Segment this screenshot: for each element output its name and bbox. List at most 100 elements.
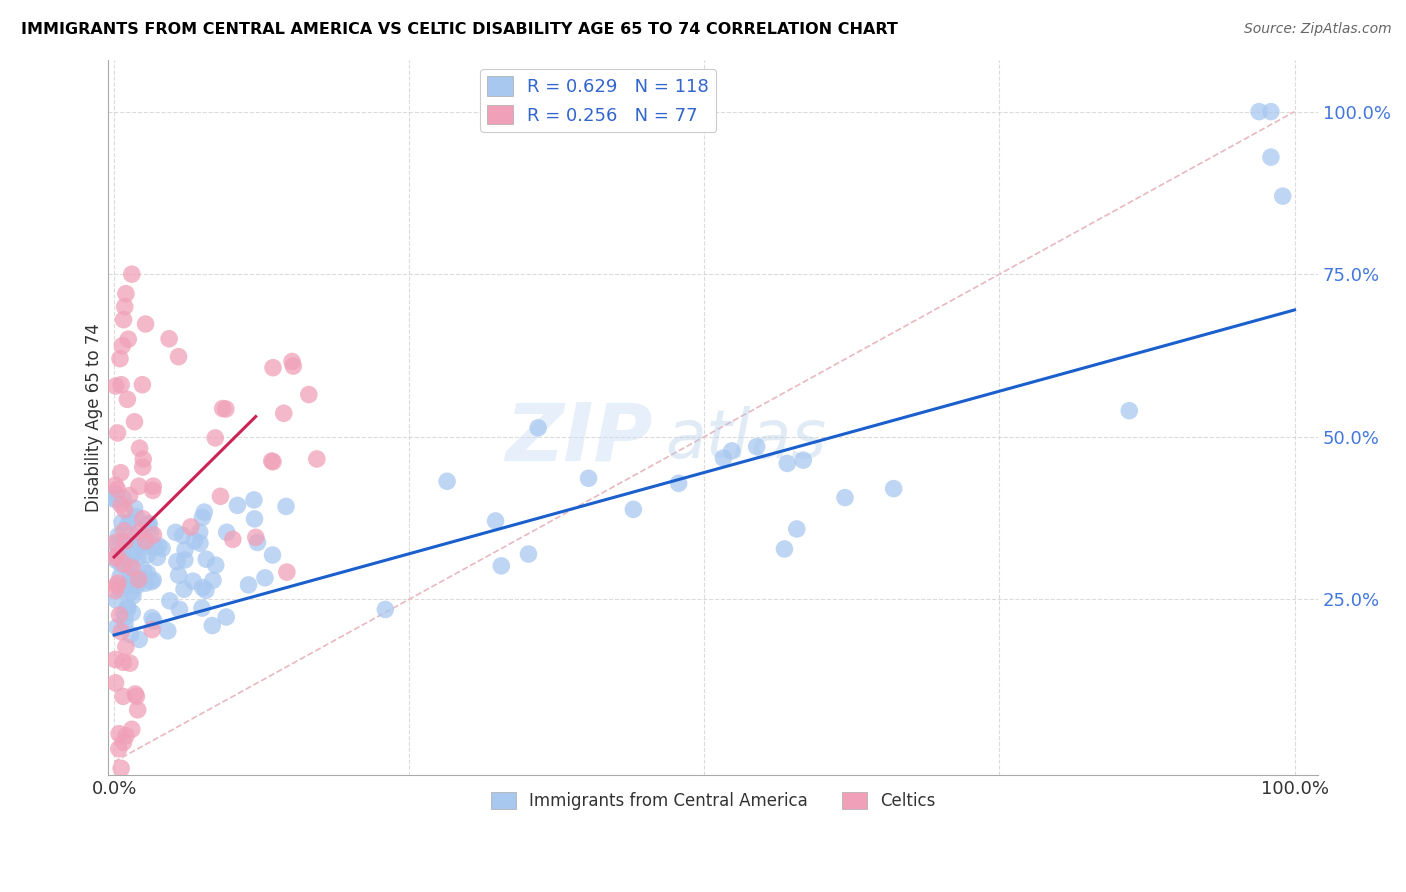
Point bbox=[129, 571, 152, 585]
Point bbox=[141, 574, 163, 589]
Point bbox=[110, 582, 132, 597]
Point bbox=[436, 475, 458, 489]
Point bbox=[128, 573, 150, 587]
Point bbox=[127, 703, 149, 717]
Point bbox=[201, 618, 224, 632]
Point bbox=[173, 553, 195, 567]
Point bbox=[298, 387, 321, 401]
Point bbox=[128, 479, 150, 493]
Point bbox=[129, 537, 152, 551]
Point bbox=[157, 332, 180, 346]
Point bbox=[621, 502, 644, 516]
Point bbox=[114, 300, 136, 314]
Point bbox=[135, 517, 157, 532]
Point bbox=[131, 460, 153, 475]
Point bbox=[211, 401, 233, 416]
Point bbox=[1260, 150, 1282, 164]
Point bbox=[121, 546, 143, 560]
Point bbox=[118, 656, 141, 670]
Point bbox=[105, 578, 128, 592]
Point bbox=[132, 512, 155, 526]
Point bbox=[120, 627, 142, 641]
Point bbox=[118, 568, 141, 582]
Point bbox=[243, 492, 266, 507]
Point bbox=[262, 360, 284, 375]
Point bbox=[114, 610, 136, 624]
Point bbox=[172, 528, 194, 542]
Point bbox=[121, 606, 143, 620]
Point bbox=[142, 573, 165, 587]
Point bbox=[121, 723, 143, 737]
Point bbox=[117, 599, 139, 614]
Point bbox=[245, 530, 267, 544]
Point bbox=[112, 607, 135, 621]
Point bbox=[745, 440, 768, 454]
Point bbox=[124, 415, 146, 429]
Point bbox=[156, 624, 179, 638]
Point bbox=[104, 583, 127, 598]
Point bbox=[281, 354, 304, 368]
Point bbox=[110, 624, 132, 639]
Point bbox=[110, 377, 132, 392]
Point bbox=[243, 512, 266, 526]
Point bbox=[238, 578, 260, 592]
Point bbox=[174, 542, 197, 557]
Point bbox=[107, 425, 129, 440]
Point bbox=[135, 533, 157, 548]
Point bbox=[115, 286, 138, 301]
Point bbox=[262, 455, 284, 469]
Point bbox=[128, 524, 150, 539]
Point bbox=[117, 516, 139, 531]
Point bbox=[121, 560, 143, 574]
Point bbox=[138, 516, 160, 531]
Point bbox=[194, 583, 217, 598]
Point bbox=[142, 483, 165, 498]
Point bbox=[143, 540, 166, 554]
Point bbox=[146, 550, 169, 565]
Point bbox=[128, 441, 150, 455]
Point bbox=[112, 312, 135, 326]
Point bbox=[169, 602, 191, 616]
Point bbox=[776, 456, 799, 470]
Point bbox=[105, 537, 128, 551]
Point bbox=[131, 377, 153, 392]
Point bbox=[773, 541, 796, 556]
Point bbox=[136, 548, 159, 562]
Point bbox=[108, 741, 131, 756]
Point bbox=[191, 581, 214, 595]
Point bbox=[527, 421, 550, 435]
Point bbox=[111, 516, 134, 530]
Point bbox=[104, 550, 127, 565]
Point bbox=[204, 558, 226, 573]
Point bbox=[188, 536, 211, 550]
Point bbox=[253, 571, 276, 585]
Point bbox=[191, 601, 214, 615]
Point bbox=[108, 351, 131, 366]
Point bbox=[104, 492, 127, 507]
Y-axis label: Disability Age 65 to 74: Disability Age 65 to 74 bbox=[86, 323, 103, 512]
Point bbox=[104, 478, 127, 492]
Point bbox=[114, 616, 136, 631]
Point bbox=[283, 359, 305, 373]
Point bbox=[110, 498, 132, 512]
Point bbox=[226, 499, 249, 513]
Point bbox=[121, 267, 143, 281]
Point bbox=[120, 542, 142, 557]
Point bbox=[273, 406, 295, 420]
Point bbox=[104, 491, 127, 506]
Point bbox=[180, 520, 202, 534]
Point bbox=[108, 727, 131, 741]
Point bbox=[183, 533, 205, 548]
Point bbox=[104, 379, 127, 393]
Point bbox=[215, 402, 238, 417]
Point bbox=[115, 539, 138, 553]
Point bbox=[121, 574, 143, 588]
Point bbox=[173, 582, 195, 597]
Point bbox=[122, 571, 145, 585]
Point bbox=[209, 489, 232, 503]
Point bbox=[108, 570, 131, 584]
Point bbox=[105, 620, 128, 634]
Point bbox=[117, 601, 139, 615]
Point bbox=[167, 350, 190, 364]
Point bbox=[124, 687, 146, 701]
